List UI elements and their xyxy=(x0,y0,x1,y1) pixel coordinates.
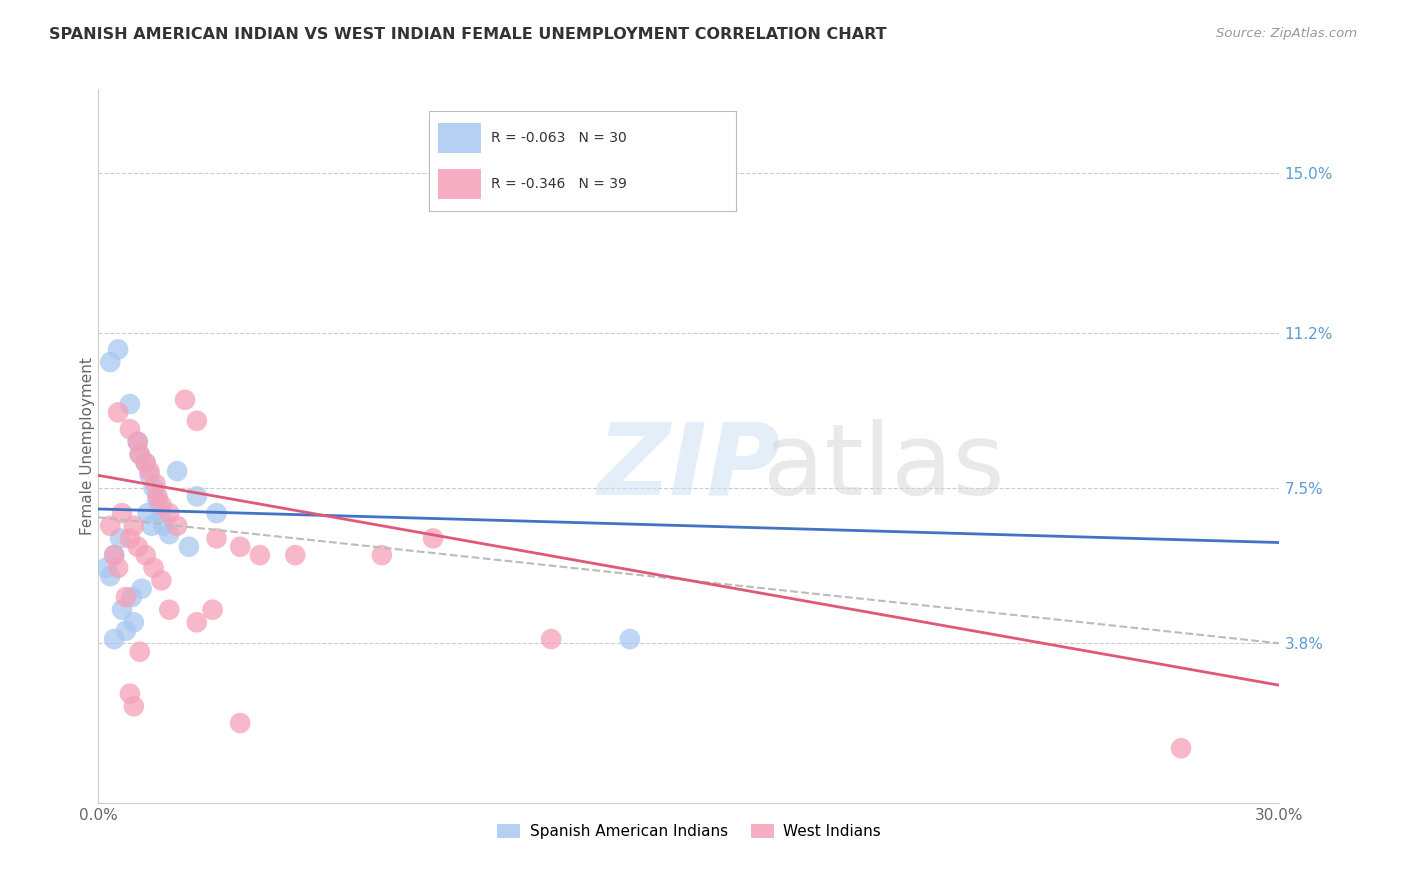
Point xyxy=(118,532,141,546)
Point xyxy=(142,481,165,495)
Point xyxy=(131,582,153,596)
Point xyxy=(540,632,562,646)
Point xyxy=(135,548,157,562)
Point xyxy=(145,476,167,491)
Point xyxy=(122,615,145,630)
Point xyxy=(150,506,173,520)
Point xyxy=(157,527,180,541)
Point xyxy=(98,518,121,533)
Point xyxy=(148,500,170,514)
Legend: Spanish American Indians, West Indians: Spanish American Indians, West Indians xyxy=(491,818,887,845)
Point xyxy=(371,548,394,562)
Point xyxy=(146,489,169,503)
Point xyxy=(150,498,173,512)
Point xyxy=(98,569,121,583)
Point xyxy=(107,405,129,419)
Point xyxy=(128,447,150,461)
Point xyxy=(111,603,134,617)
Point xyxy=(150,574,173,588)
Point xyxy=(121,590,143,604)
Point xyxy=(122,518,145,533)
Point xyxy=(157,603,180,617)
Point xyxy=(138,468,160,483)
Point xyxy=(205,532,228,546)
Point xyxy=(115,624,138,638)
Point xyxy=(205,506,228,520)
Point xyxy=(107,560,129,574)
Point xyxy=(127,540,149,554)
Point xyxy=(135,456,157,470)
Point xyxy=(186,615,208,630)
Point xyxy=(127,434,149,449)
Point xyxy=(166,518,188,533)
Point xyxy=(128,447,150,461)
Point xyxy=(229,716,252,731)
Point xyxy=(229,540,252,554)
Point xyxy=(1170,741,1192,756)
Point xyxy=(118,687,141,701)
Point xyxy=(152,518,174,533)
Text: SPANISH AMERICAN INDIAN VS WEST INDIAN FEMALE UNEMPLOYMENT CORRELATION CHART: SPANISH AMERICAN INDIAN VS WEST INDIAN F… xyxy=(49,27,887,42)
Point xyxy=(98,355,121,369)
Y-axis label: Female Unemployment: Female Unemployment xyxy=(80,357,94,535)
Point xyxy=(619,632,641,646)
Point xyxy=(422,532,444,546)
Point xyxy=(166,464,188,478)
Point xyxy=(103,632,125,646)
Text: ZIP: ZIP xyxy=(598,419,780,516)
Point xyxy=(103,548,125,562)
Point xyxy=(142,560,165,574)
Text: Source: ZipAtlas.com: Source: ZipAtlas.com xyxy=(1216,27,1357,40)
Point xyxy=(115,590,138,604)
Point xyxy=(96,560,118,574)
Point xyxy=(249,548,271,562)
Point xyxy=(138,464,160,478)
Point xyxy=(108,532,131,546)
Point xyxy=(111,506,134,520)
Point xyxy=(118,397,141,411)
Point xyxy=(118,422,141,436)
Point xyxy=(157,506,180,520)
Point xyxy=(128,645,150,659)
Point xyxy=(177,540,200,554)
Point xyxy=(186,489,208,503)
Point xyxy=(201,603,224,617)
Point xyxy=(186,414,208,428)
Point xyxy=(122,699,145,714)
Point xyxy=(107,343,129,357)
Text: atlas: atlas xyxy=(763,419,1005,516)
Point xyxy=(135,456,157,470)
Point xyxy=(146,493,169,508)
Point xyxy=(174,392,197,407)
Point xyxy=(284,548,307,562)
Point xyxy=(103,548,125,562)
Point xyxy=(141,518,163,533)
Point xyxy=(136,506,159,520)
Point xyxy=(127,434,149,449)
